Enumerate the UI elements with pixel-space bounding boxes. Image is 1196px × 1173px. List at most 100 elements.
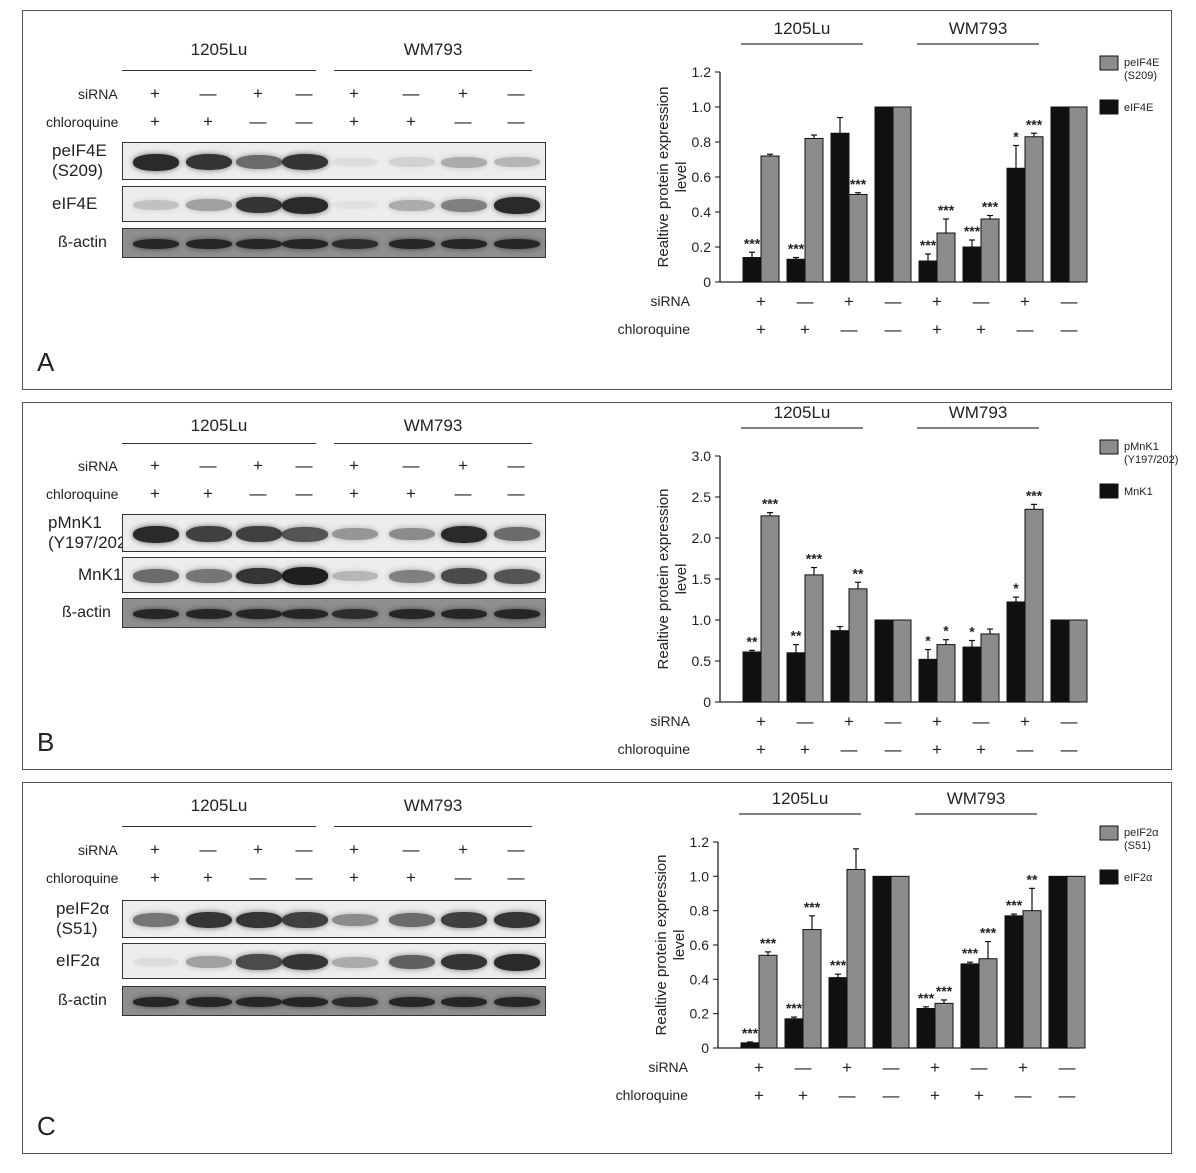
significance-label: *** [744,235,761,251]
chart-sirna-sign: — [883,1058,900,1077]
chart-sirna-sign: — [973,292,990,311]
bar [1066,875,1086,1049]
y-tick-label: 0.6 [692,169,712,185]
blot-band [441,156,487,168]
chart-sirna-label: siRNA [650,293,690,309]
blot-band [236,239,282,249]
bar [760,155,780,283]
blot-row-label: peIF2α (S51) [56,899,110,938]
blot-band [282,567,328,585]
chart-sirna-sign: + [1018,1058,1028,1077]
blot-strip [122,514,546,552]
chart-group-label: 1205Lu [774,403,831,422]
y-axis-label: Realtive protein expression level [653,855,688,1036]
sirna-sign: + [253,84,263,103]
legend-swatch-total [1099,99,1119,115]
chart-group-label: WM793 [947,789,1006,808]
chart-sirna-sign: — [973,712,990,731]
chloroquine-sign: — [249,112,267,131]
bar [1006,601,1026,703]
legend-swatch-total [1099,483,1119,499]
sirna-sign: + [253,840,263,859]
blot-band [332,570,378,582]
chloroquine-sign: — [295,868,313,887]
chloroquine-sign: — [454,868,472,887]
bar [786,258,806,283]
bar [1068,619,1088,703]
blot-group-label: WM793 [403,416,463,435]
blot-band [494,953,540,971]
bar [962,646,982,703]
y-tick-label: 1.0 [690,868,710,884]
chloroquine-sign: — [249,868,267,887]
blot-band [236,567,282,585]
chart-sirna-sign: — [885,712,902,731]
significance-label: * [925,633,931,649]
chart-chloroquine-sign: — [841,320,858,339]
sirna-sign: — [295,84,313,103]
blot-band [133,153,179,171]
bar [980,218,1000,283]
chart-sirna-sign: + [932,292,942,311]
sirna-label: siRNA [78,842,118,858]
blot-band [282,153,328,171]
blot-band [441,568,487,584]
panel-letter: A [37,347,55,377]
y-tick-label: 0.6 [690,937,710,953]
chart-chloroquine-sign: — [1015,1086,1032,1105]
chart-chloroquine-sign: — [1017,320,1034,339]
significance-label: *** [742,1025,759,1041]
sirna-sign: — [402,84,420,103]
significance-label: *** [830,957,847,973]
y-axis-label: Realtive protein expression level [655,489,690,670]
chloroquine-sign: — [507,484,525,503]
y-tick-label: 0.4 [690,971,710,987]
chart-chloroquine-sign: — [839,1086,856,1105]
blot-strip [122,142,546,180]
blot-band [494,239,540,249]
blot-row-label: eIF2α [56,951,100,970]
chart-sirna-sign: — [971,1058,988,1077]
chart-chloroquine-sign: + [976,740,986,759]
blot-band [133,200,179,210]
y-tick-label: 0 [703,694,711,710]
blot-strip [122,557,546,593]
chloroquine-sign: + [150,868,160,887]
chart-sirna-sign: + [754,1058,764,1077]
chart-chloroquine-sign: — [883,1086,900,1105]
chart-sirna-label: siRNA [650,713,690,729]
sirna-sign: + [349,456,359,475]
blot-band [236,196,282,214]
bar [1024,136,1044,283]
significance-label: *** [936,983,953,999]
bar [1050,619,1070,703]
chloroquine-sign: — [507,868,525,887]
blot-band [236,609,282,619]
chart-chloroquine-label: chloroquine [618,321,691,337]
chart-sirna-sign: — [1061,712,1078,731]
sirna-sign: + [458,456,468,475]
blot-group-underline [334,826,532,827]
significance-label: *** [1006,897,1023,913]
bar [960,963,980,1049]
blot-row-label: ß-actin [58,992,107,1009]
y-axis-label-line: level [673,564,690,595]
blot-band [441,953,487,971]
chloroquine-sign: — [454,484,472,503]
y-tick-label: 1.2 [692,64,712,80]
blot-band [441,609,487,619]
significance-label: *** [806,551,823,567]
chart-chloroquine-sign: — [1061,740,1078,759]
bar [742,651,762,703]
blot-row-label: ß-actin [58,234,107,251]
blot-group-underline [334,443,532,444]
legend-swatch-total [1099,869,1119,885]
blot-row-label: peIF4E (S209) [52,141,107,180]
chloroquine-sign: + [203,112,213,131]
significance-label: *** [1026,487,1043,503]
bar [784,1018,804,1049]
significance-label: *** [964,223,981,239]
blot-band [236,954,282,970]
y-tick-label: 0 [701,1040,709,1056]
